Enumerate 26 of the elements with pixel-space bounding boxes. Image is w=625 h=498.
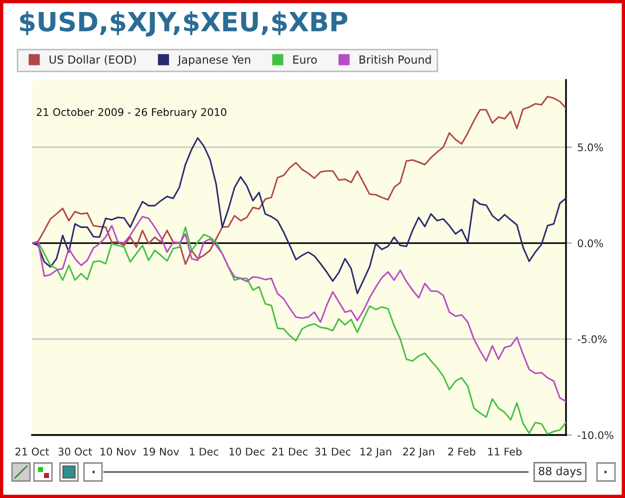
x-tick-label: 31 Dec xyxy=(315,448,350,456)
legend-label: British Pound xyxy=(360,55,431,64)
x-tick-label: 21 Oct xyxy=(15,448,50,456)
line-series xyxy=(32,96,566,265)
x-tick-label: 1 Dec xyxy=(190,448,218,456)
x-tick-label: 11 Feb xyxy=(488,448,522,456)
x-tick-label: 19 Nov xyxy=(144,448,180,456)
legend-label: US Dollar (EOD) xyxy=(50,55,136,66)
legend-label: Euro xyxy=(293,55,317,64)
legend-label: Japanese Yen xyxy=(177,55,250,66)
x-tick-label: 30 Oct xyxy=(58,448,92,456)
line-series xyxy=(32,216,566,402)
x-tick-label: 10 Dec xyxy=(230,448,265,456)
x-tick-label: 10 Nov xyxy=(100,448,136,456)
y-tick-label: -10.0% xyxy=(578,431,614,440)
text: 21 October 2009 - 26 February 2010 xyxy=(36,108,226,118)
y-tick-label: 0.0% xyxy=(578,239,603,248)
chart-title: $USD,$XJY,$XEU,$XBP xyxy=(20,11,348,37)
line-series xyxy=(32,137,566,294)
y-tick-label: 5.0% xyxy=(578,143,603,152)
text: 88 days xyxy=(538,466,582,478)
x-tick-label: 21 Dec xyxy=(272,448,308,456)
x-tick-label: 2 Feb xyxy=(448,448,476,456)
x-tick-label: 22 Jan xyxy=(403,448,434,458)
x-tick-label: 12 Jan xyxy=(360,448,392,458)
y-tick-label: -5.0% xyxy=(578,335,607,344)
